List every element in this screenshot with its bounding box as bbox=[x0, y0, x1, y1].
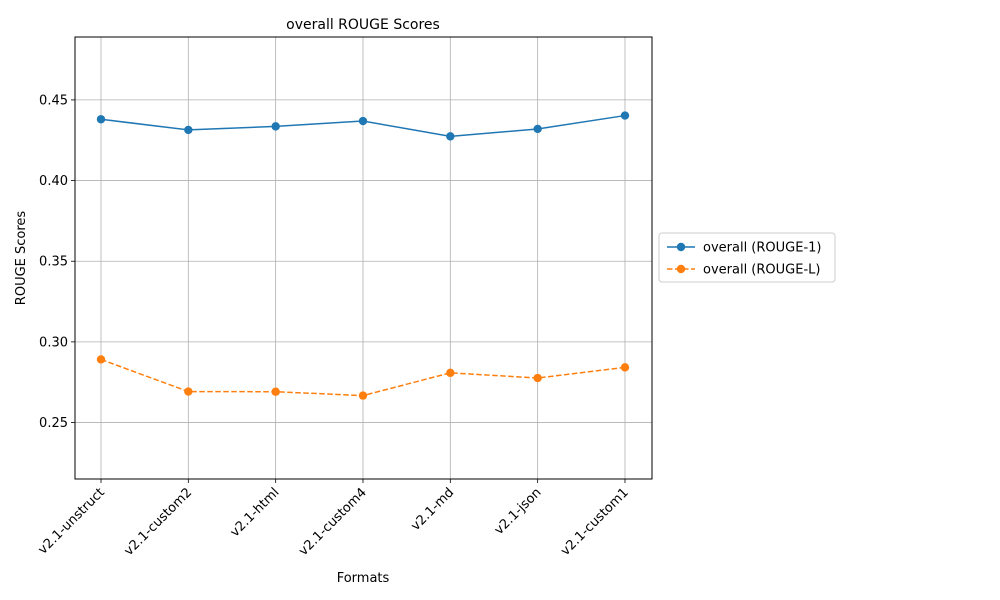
y-tick-label: 0.45 bbox=[39, 93, 68, 108]
data-point bbox=[446, 132, 455, 141]
data-point bbox=[96, 115, 106, 124]
data-point bbox=[358, 391, 368, 400]
y-axis-label: ROUGE Scores bbox=[14, 211, 29, 306]
y-tick-label: 0.30 bbox=[39, 335, 68, 350]
data-point bbox=[271, 387, 280, 396]
data-point bbox=[184, 125, 193, 135]
legend-marker-swatch bbox=[676, 264, 686, 274]
data-point bbox=[358, 116, 368, 126]
data-point bbox=[184, 387, 193, 396]
data-point bbox=[96, 355, 106, 364]
data-point bbox=[620, 111, 630, 120]
grid bbox=[75, 37, 652, 479]
data-point bbox=[533, 124, 542, 134]
y-tick-label: 0.40 bbox=[39, 174, 68, 189]
data-point bbox=[446, 368, 455, 378]
legend-label: overall (ROUGE-L) bbox=[703, 263, 820, 278]
data-point bbox=[271, 122, 280, 131]
y-tick-label: 0.25 bbox=[39, 416, 68, 431]
data-point bbox=[620, 363, 630, 372]
legend-marker-swatch bbox=[676, 242, 686, 252]
chart-title: overall ROUGE Scores bbox=[286, 17, 440, 33]
x-axis-label: Formats bbox=[337, 571, 390, 586]
data-point bbox=[533, 373, 542, 383]
legend: overall (ROUGE-1) overall (ROUGE-L) bbox=[658, 232, 836, 283]
series-layer bbox=[96, 111, 630, 400]
plot-frame bbox=[74, 36, 653, 480]
y-tick-label: 0.35 bbox=[39, 255, 68, 270]
legend-label: overall (ROUGE-1) bbox=[703, 241, 822, 256]
legend-box bbox=[658, 232, 836, 283]
